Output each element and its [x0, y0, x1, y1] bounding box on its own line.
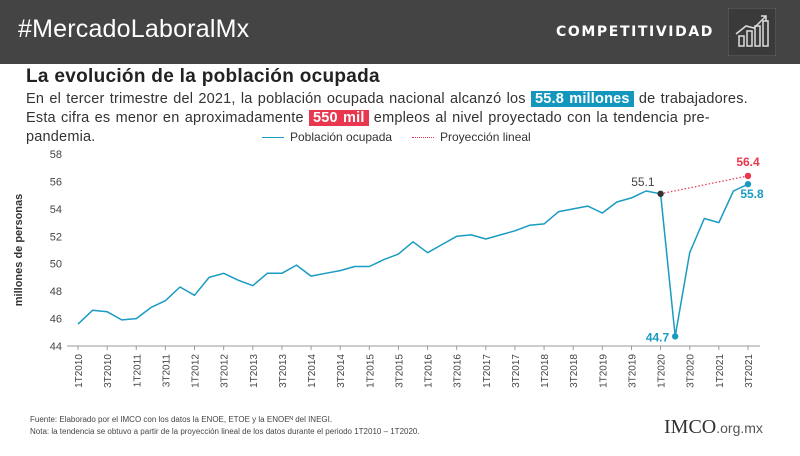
x-tick-label: 3T2013	[278, 354, 289, 388]
x-tick-label: 3T2014	[336, 354, 347, 388]
y-tick-label: 54	[50, 204, 62, 216]
subtitle-text-2: de trabajadores. Esta cifra es menor en …	[26, 91, 748, 126]
y-axis-label: millones de personas	[13, 194, 25, 306]
series-line-poblacion-ocupada	[77, 183, 749, 338]
x-tick-label: 1T2016	[424, 354, 435, 388]
y-tick-label: 58	[50, 149, 62, 161]
highlight-value-1: 55.8 millones	[530, 91, 634, 107]
header-bar: #MercadoLaboralMx COMPETITIVIDAD	[0, 0, 800, 64]
chart-subtitle: En el tercer trimestre del 2021, la pobl…	[26, 90, 776, 147]
x-tick-label: 3T2015	[394, 354, 405, 388]
methodology-note: Nota: la tendencia se obtuvo a partir de…	[30, 427, 420, 436]
x-tick-label: 3T2017	[511, 354, 522, 388]
logo-text: IMCO	[664, 416, 717, 438]
line-chart: 44 46 48 50 52 54 56 58 millones de personas 1T20…	[13, 149, 764, 388]
x-tick-label: 3T2018	[569, 354, 580, 388]
x-tick-label: 3T2016	[453, 354, 464, 388]
annotation-point	[744, 172, 752, 180]
y-tick-label: 52	[50, 231, 62, 243]
legend-item-series: Población ocupada	[262, 130, 392, 144]
subtitle-text-1: En el tercer trimestre del 2021, la pobl…	[26, 91, 531, 107]
annotation-point	[657, 190, 664, 197]
legend-item-projection: Proyección lineal	[412, 130, 531, 144]
x-tick-label: 1T2020	[657, 354, 668, 388]
x-tick-label: 3T2020	[686, 354, 697, 388]
imco-logo: IMCO.org.mx	[664, 416, 763, 439]
hashtag-title: #MercadoLaboralMx	[18, 15, 250, 43]
logo-domain: .org.mx	[716, 420, 763, 436]
legend-swatch-projection	[412, 137, 434, 139]
x-tick-label: 3T2019	[627, 354, 638, 388]
annotation-point	[671, 333, 679, 340]
section-label: COMPETITIVIDAD	[556, 24, 714, 40]
y-tick-label: 56	[50, 176, 62, 188]
chart-title: La evolución de la población ocupada	[26, 66, 380, 87]
x-tick-label: 3T2011	[161, 354, 172, 388]
annotation-label: 56.4	[736, 155, 760, 169]
x-tick-label: 1T2017	[482, 354, 493, 388]
x-tick-label: 3T2010	[103, 354, 114, 388]
annotation-label: 55.1	[631, 175, 655, 189]
y-tick-label: 46	[50, 314, 62, 326]
x-tick-label: 1T2018	[540, 354, 551, 388]
x-tick-label: 3T2021	[744, 354, 755, 388]
legend-label-series: Población ocupada	[290, 130, 393, 144]
annotation-label: 44.7	[646, 330, 670, 344]
legend-label-projection: Proyección lineal	[440, 130, 531, 144]
highlight-value-2: 550 mil	[309, 110, 369, 126]
bar-chart-growth-icon	[728, 8, 776, 56]
x-tick-label: 1T2014	[307, 354, 318, 388]
x-tick-label: 1T2015	[365, 354, 376, 388]
y-tick-label: 50	[50, 259, 62, 271]
annotation-point	[744, 180, 752, 188]
x-tick-label: 1T2013	[249, 354, 260, 388]
legend-swatch-series	[262, 137, 284, 139]
x-tick-label: 3T2012	[220, 354, 231, 388]
x-tick-label: 1T2021	[715, 354, 726, 388]
x-tick-label: 1T2012	[191, 354, 202, 388]
series-line-proyeccion-lineal	[660, 175, 749, 195]
x-tick-label: 1T2011	[132, 354, 143, 388]
x-tick-label: 1T2010	[74, 354, 85, 388]
x-tick-label: 1T2019	[598, 354, 609, 388]
source-note: Fuente: Elaborado por el IMCO con los da…	[30, 415, 333, 424]
subtitle-text-3: empleos al nivel proyectado con la tende…	[26, 110, 710, 145]
footer-notes: Fuente: Elaborado por el IMCO con los da…	[30, 414, 420, 438]
y-tick-label: 44	[50, 341, 62, 353]
y-tick-label: 48	[50, 286, 62, 298]
annotation-label: 55.8	[740, 187, 764, 201]
